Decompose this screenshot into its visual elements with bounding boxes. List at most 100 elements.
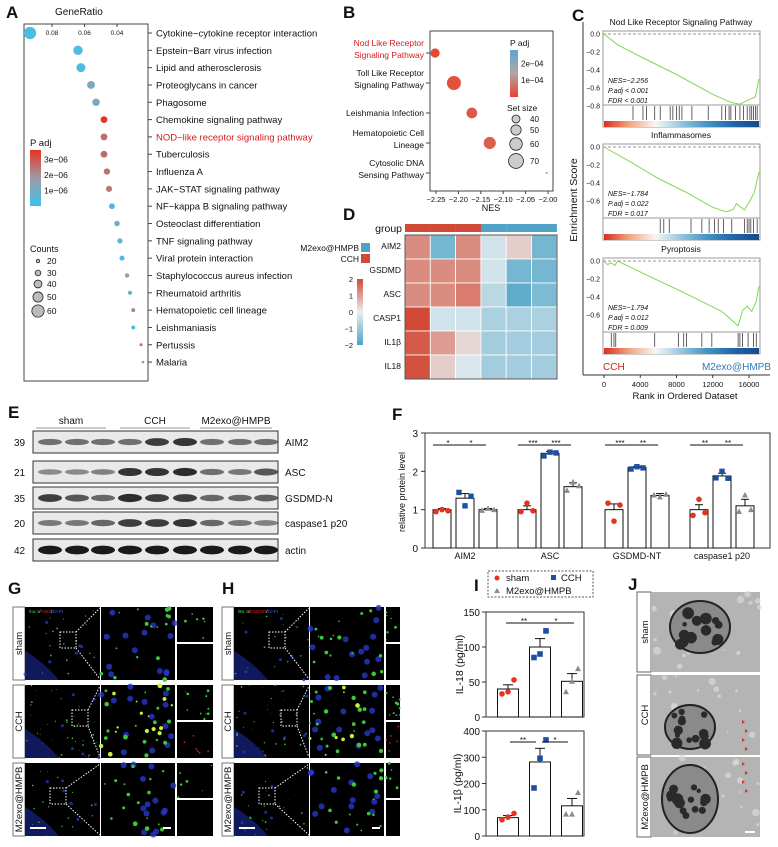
protein-band [38, 520, 62, 526]
organelle [756, 823, 760, 827]
iba1-signal [186, 709, 189, 711]
rank-color-bar [604, 234, 759, 240]
heatmap-cell [429, 258, 456, 284]
chromatin [682, 812, 690, 819]
group-label: CCH [144, 416, 166, 427]
iba1-signal [385, 692, 388, 695]
red-signal [196, 750, 199, 753]
iba1-signal [49, 645, 51, 647]
x-tick-label: 16000 [739, 380, 760, 389]
iba1-signal [205, 695, 208, 698]
arrowhead-marker [742, 738, 745, 742]
dapi-nucleus [162, 690, 169, 697]
iba1-signal [99, 671, 104, 676]
dapi-nucleus [371, 798, 378, 805]
iba1-signal [264, 780, 267, 783]
image-background [386, 685, 400, 720]
organelle [653, 638, 657, 642]
iba1-signal [164, 607, 170, 612]
iba1-signal [48, 806, 50, 808]
dapi-nucleus [162, 701, 169, 708]
protein-band [65, 520, 89, 526]
dapi-nucleus [141, 829, 148, 836]
category-label: Cytokine−cytokine receptor interaction [156, 29, 317, 40]
iba1-signal [72, 804, 74, 806]
iba1-signal [155, 656, 160, 661]
data-point-cch [719, 468, 725, 475]
iba1-signal [49, 654, 52, 657]
heatmap-cell [404, 330, 431, 356]
subplot-title: Pyroptosis [661, 244, 701, 254]
gsea-subplot: Inflammasomes 0.0 −0.2 −0.4 −0.6 NES=−1.784 P.… [586, 130, 761, 241]
protein-band [173, 519, 197, 527]
protein-band [118, 545, 142, 555]
x-axis-title: GeneRatio [55, 7, 103, 18]
image-background [386, 644, 400, 680]
organelle [752, 808, 760, 817]
organelle [721, 794, 725, 798]
iba1-signal [74, 726, 76, 728]
x-tick-label: 4000 [632, 380, 649, 389]
fluorescence-image [385, 607, 400, 642]
organelle [673, 830, 678, 835]
protein-band [200, 438, 224, 446]
iba1-signal [312, 660, 316, 664]
iba1-signal [30, 701, 33, 703]
dapi-nucleus [110, 697, 117, 704]
image-background [386, 722, 400, 758]
organelle [744, 590, 751, 598]
size-legend-circle [33, 279, 43, 289]
iba1-signal [147, 790, 151, 795]
red-signal [183, 741, 186, 744]
iba1-signal [398, 714, 401, 716]
dapi-nucleus [148, 713, 155, 720]
protein-band [38, 469, 62, 475]
data-point-cch [531, 785, 537, 791]
organelle [713, 686, 720, 692]
gsea-subplot: Pyroptosis 0.0 −0.2 −0.4 −0.6 NES=−1.794 P.adj… [586, 244, 761, 355]
stain-name: Iba-1 [29, 609, 40, 614]
size-legend-title: Set size [507, 103, 538, 113]
stat-text: P.adj < 0.001 [608, 88, 649, 95]
heatmap-cell [505, 330, 532, 356]
data-point-sham [605, 500, 611, 506]
dapi-nucleus [315, 694, 322, 701]
color-legend-tick: 2e−06 [44, 170, 68, 180]
dapi-nucleus [241, 790, 245, 794]
category-label: NF−kappa B signaling pathway [156, 202, 287, 213]
dapi-nucleus [279, 616, 283, 620]
iba1-signal [275, 684, 277, 686]
iba1-signal [247, 667, 249, 669]
category-label: Proteoglycans in cancer [156, 80, 257, 91]
iba1-signal [362, 690, 367, 695]
iba1-signal [319, 635, 324, 640]
iba1-signal [34, 690, 36, 692]
dapi-nucleus [153, 828, 160, 835]
protein-band [254, 468, 278, 476]
data-point [103, 168, 111, 175]
iba1-signal [135, 700, 138, 703]
y-tick-label: 0.0 [590, 259, 600, 266]
heatmap-cell [480, 330, 507, 356]
y-tick-label: −0.4 [586, 68, 600, 75]
dapi-nucleus [343, 827, 350, 834]
iba1-signal [309, 699, 314, 704]
zoom-guide-line [274, 763, 310, 789]
red-signal [390, 734, 392, 737]
iba1-signal [113, 676, 117, 680]
dapi-nucleus [170, 782, 177, 789]
iba1-signal [31, 784, 34, 787]
iba1-signal [30, 704, 32, 706]
iba1-signal [144, 753, 149, 758]
dapi-nucleus [139, 775, 146, 782]
iba1-signal [283, 738, 285, 740]
iba1-signal [387, 761, 391, 765]
iba1-signal [24, 684, 26, 686]
chromatin [714, 620, 723, 629]
iba1-signal [286, 661, 289, 663]
iba1-signal [96, 742, 98, 743]
data-point-cch [531, 654, 537, 661]
y-tick-label: 100 [463, 643, 480, 654]
iba1-signal [394, 701, 398, 705]
